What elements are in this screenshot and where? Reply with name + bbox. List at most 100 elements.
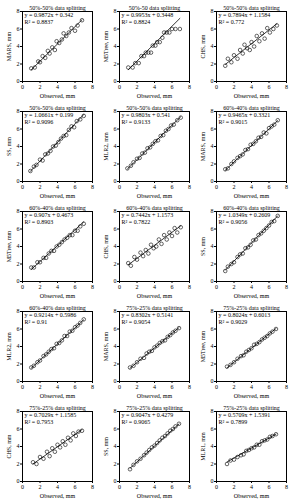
svg-text:60%-40% data splitting: 60%-40% data splitting — [223, 105, 280, 111]
svg-text:0: 0 — [114, 378, 117, 384]
svg-text:50%-50 data splitting: 50%-50 data splitting — [129, 5, 181, 11]
svg-text:6: 6 — [17, 126, 20, 132]
svg-text:2: 2 — [211, 461, 214, 467]
svg-text:4: 4 — [114, 243, 117, 249]
svg-text:6: 6 — [114, 426, 117, 432]
svg-text:6: 6 — [114, 126, 117, 132]
svg-text:6: 6 — [211, 226, 214, 232]
svg-text:0: 0 — [118, 484, 121, 490]
svg-text:8: 8 — [211, 108, 214, 114]
svg-text:4: 4 — [56, 84, 59, 90]
svg-text:4: 4 — [114, 143, 117, 149]
svg-text:y = 0.7442x + 1.1573: y = 0.7442x + 1.1573 — [122, 212, 174, 218]
svg-text:0: 0 — [211, 78, 214, 84]
svg-text:4: 4 — [114, 443, 117, 449]
svg-text:y = 0.9465x + 0.3321: y = 0.9465x + 0.3321 — [219, 112, 271, 118]
svg-text:75%-25% data splitting: 75%-25% data splitting — [29, 405, 86, 411]
svg-text:6: 6 — [17, 326, 20, 332]
svg-text:6: 6 — [74, 484, 77, 490]
svg-text:8: 8 — [188, 284, 191, 290]
svg-text:y = 0.9803x + 0.541: y = 0.9803x + 0.541 — [122, 112, 171, 118]
svg-text:R² = 0.772: R² = 0.772 — [219, 19, 245, 25]
svg-text:y = 0.8302x + 0.5141: y = 0.8302x + 0.5141 — [122, 312, 174, 318]
svg-text:8: 8 — [91, 84, 94, 90]
svg-text:0: 0 — [118, 184, 121, 190]
svg-text:6: 6 — [268, 84, 271, 90]
svg-text:R² = 0.7899: R² = 0.7899 — [219, 419, 248, 425]
svg-text:60%-40% data splitting: 60%-40% data splitting — [223, 205, 280, 211]
svg-text:Observed, mm: Observed, mm — [234, 193, 270, 199]
svg-text:0: 0 — [114, 178, 117, 184]
svg-text:MARS, mm: MARS, mm — [200, 131, 206, 161]
svg-text:4: 4 — [56, 184, 59, 190]
svg-text:2: 2 — [39, 184, 42, 190]
svg-text:0: 0 — [17, 78, 20, 84]
svg-text:y = 0.9872x + 0.342: y = 0.9872x + 0.342 — [25, 12, 74, 18]
svg-text:0: 0 — [17, 478, 20, 484]
svg-text:2: 2 — [17, 161, 20, 167]
svg-text:8: 8 — [114, 108, 117, 114]
svg-text:4: 4 — [56, 484, 59, 490]
svg-text:4: 4 — [211, 343, 214, 349]
svg-text:8: 8 — [91, 284, 94, 290]
svg-text:y = 0.907x + 0.4673: y = 0.907x + 0.4673 — [25, 212, 74, 218]
svg-text:Observed, mm: Observed, mm — [40, 493, 76, 499]
svg-text:8: 8 — [188, 84, 191, 90]
svg-text:8: 8 — [17, 408, 20, 414]
svg-text:2: 2 — [114, 361, 117, 367]
svg-text:6: 6 — [211, 326, 214, 332]
svg-text:4: 4 — [17, 443, 20, 449]
svg-text:6: 6 — [74, 84, 77, 90]
svg-text:0: 0 — [211, 378, 214, 384]
svg-text:2: 2 — [114, 461, 117, 467]
svg-text:8: 8 — [114, 308, 117, 314]
svg-text:y = 1.0349x + 0.2609: y = 1.0349x + 0.2609 — [219, 212, 271, 218]
svg-text:2: 2 — [39, 484, 42, 490]
svg-text:50%-50% data splitting: 50%-50% data splitting — [126, 105, 183, 111]
svg-text:8: 8 — [91, 384, 94, 390]
svg-text:6: 6 — [211, 426, 214, 432]
svg-text:60%-40% data splitting: 60%-40% data splitting — [126, 205, 183, 211]
svg-text:8: 8 — [188, 384, 191, 390]
svg-text:4: 4 — [56, 284, 59, 290]
svg-text:6: 6 — [268, 284, 271, 290]
svg-text:6: 6 — [171, 84, 174, 90]
svg-text:CHS, mm: CHS, mm — [200, 34, 206, 58]
svg-text:2: 2 — [17, 61, 20, 67]
svg-text:2: 2 — [39, 384, 42, 390]
svg-text:60%-40% data splitting: 60%-40% data splitting — [29, 305, 86, 311]
svg-text:y = 0.9953x + 0.3448: y = 0.9953x + 0.3448 — [122, 12, 174, 18]
svg-text:R² = 0.9054: R² = 0.9054 — [122, 319, 151, 325]
svg-text:R² = 0.9096: R² = 0.9096 — [25, 119, 54, 125]
svg-text:6: 6 — [171, 184, 174, 190]
svg-text:6: 6 — [211, 126, 214, 132]
svg-text:M5Tree, mm: M5Tree, mm — [6, 230, 12, 262]
svg-text:0: 0 — [215, 384, 218, 390]
svg-text:8: 8 — [211, 208, 214, 214]
svg-text:8: 8 — [91, 184, 94, 190]
svg-text:4: 4 — [250, 384, 253, 390]
svg-text:4: 4 — [17, 343, 20, 349]
svg-text:Observed, mm: Observed, mm — [234, 493, 270, 499]
svg-text:2: 2 — [39, 284, 42, 290]
svg-text:MLR2, mm: MLR2, mm — [103, 132, 109, 161]
svg-text:0: 0 — [114, 278, 117, 284]
svg-text:y = 0.7894x + 1.1584: y = 0.7894x + 1.1584 — [219, 12, 271, 18]
svg-text:6: 6 — [268, 184, 271, 190]
svg-text:R² = 0.7822: R² = 0.7822 — [122, 219, 151, 225]
svg-text:4: 4 — [250, 484, 253, 490]
svg-text:6: 6 — [171, 384, 174, 390]
svg-text:8: 8 — [211, 408, 214, 414]
svg-text:4: 4 — [250, 184, 253, 190]
svg-text:0: 0 — [215, 184, 218, 190]
svg-text:6: 6 — [171, 284, 174, 290]
svg-text:2: 2 — [17, 261, 20, 267]
svg-text:0: 0 — [21, 284, 24, 290]
svg-text:y = 0.9214x + 0.5986: y = 0.9214x + 0.5986 — [25, 312, 77, 318]
svg-text:2: 2 — [233, 384, 236, 390]
svg-text:0: 0 — [118, 84, 121, 90]
svg-text:4: 4 — [211, 443, 214, 449]
svg-text:50%-50% data splitting: 50%-50% data splitting — [223, 5, 280, 11]
svg-text:Observed, mm: Observed, mm — [137, 393, 173, 399]
svg-text:2: 2 — [211, 61, 214, 67]
